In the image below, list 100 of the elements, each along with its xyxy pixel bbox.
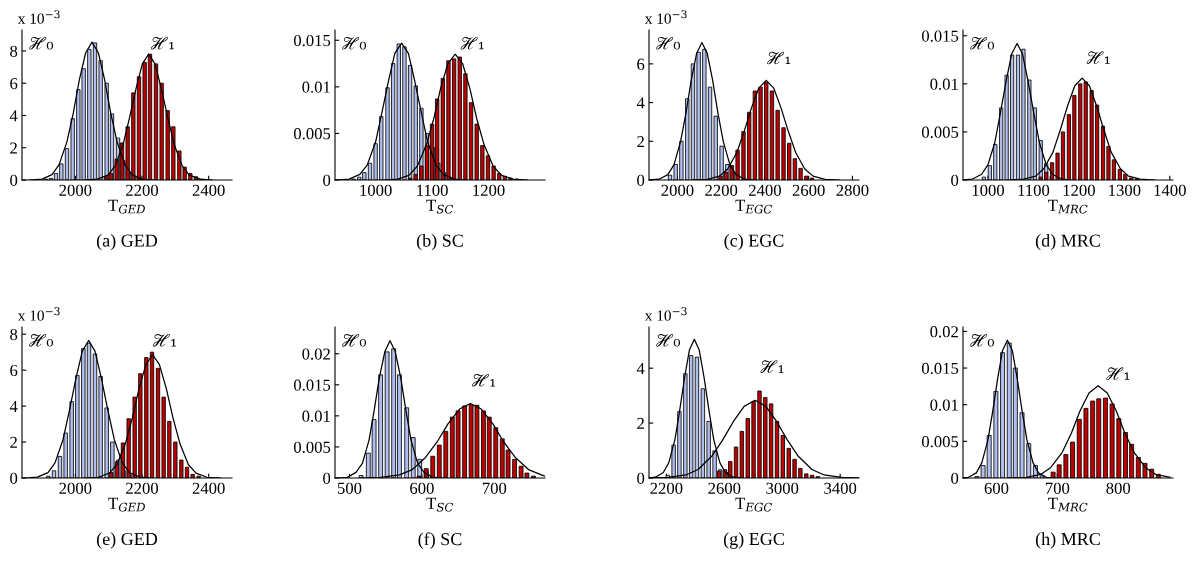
y-tick-label: 0.005 bbox=[293, 128, 331, 140]
x-tick-label: 800 bbox=[1106, 482, 1131, 494]
text: (g) EGC bbox=[723, 532, 784, 549]
y-tick-label: 4 bbox=[636, 362, 645, 374]
y-tick-label: 0 bbox=[323, 174, 331, 186]
series-label: ℋ₁ bbox=[1086, 51, 1110, 64]
y-tick-label: 0.01 bbox=[302, 81, 330, 93]
x-tick-label: 500 bbox=[337, 482, 362, 494]
series-label: ℋ₀ bbox=[656, 333, 681, 347]
series-label: ℋ₁ bbox=[760, 360, 784, 373]
x-tick-label: 1100 bbox=[1018, 184, 1050, 196]
x-tick-label: 2800 bbox=[836, 184, 869, 196]
x-axis-title: T$_{EGC}$ bbox=[735, 199, 773, 214]
y-tick-label: 0.01 bbox=[930, 399, 958, 411]
series-label: ℋ₁ bbox=[152, 333, 176, 347]
series-label: ℋ₀ bbox=[342, 333, 367, 347]
x-tick-label: 2200 bbox=[126, 184, 159, 196]
y-tick-label: 0 bbox=[637, 472, 645, 484]
x-tick-label: 3000 bbox=[766, 482, 799, 494]
x-axis-title: T$_{GED}$ bbox=[108, 497, 145, 512]
x-tick-label: 2600 bbox=[792, 184, 825, 196]
x-tick-label: 2200 bbox=[650, 482, 683, 494]
x-tick-label: 1200 bbox=[1063, 184, 1095, 196]
y-tick-label: 0.01 bbox=[930, 78, 958, 90]
series-label: ℋ₁ bbox=[767, 51, 791, 65]
x-axis-title: T$_{EGC}$ bbox=[735, 497, 773, 512]
y-tick-label: 0.015 bbox=[293, 379, 331, 391]
series-label: ℋ₁ bbox=[472, 373, 495, 387]
y-tick-label: 2 bbox=[637, 417, 644, 429]
series-label: ℋ₀ bbox=[970, 36, 995, 50]
y-tick-label: 0.005 bbox=[293, 441, 331, 453]
y-tick-label: 0.01 bbox=[302, 410, 330, 422]
x-axis-title: T$_{GED}$ bbox=[108, 199, 145, 214]
x-tick-label: 2000 bbox=[661, 184, 694, 196]
y-tick-label: 0 bbox=[10, 174, 18, 186]
x-tick-label: 1100 bbox=[417, 184, 448, 196]
y-tick-label: 0 bbox=[323, 472, 331, 484]
text: (b) SC bbox=[416, 234, 463, 251]
y-tick-label: 0.005 bbox=[921, 436, 959, 448]
x-tick-label: 2000 bbox=[59, 482, 92, 494]
series-label: ℋ₀ bbox=[29, 36, 54, 50]
x-tick-label: 2400 bbox=[192, 184, 225, 196]
series-label: ℋ₀ bbox=[29, 333, 54, 347]
series-label: ℋ₀ bbox=[342, 36, 367, 50]
x-tick-label: 2200 bbox=[126, 482, 159, 494]
x-tick-label: 1000 bbox=[972, 184, 1005, 196]
series-label: ℋ₁ bbox=[150, 36, 174, 50]
y-tick-label: 2 bbox=[10, 142, 17, 154]
series-label: ℋ₁ bbox=[460, 36, 484, 50]
y-tick-label: 6 bbox=[637, 58, 645, 70]
x-tick-label: 2600 bbox=[708, 482, 741, 494]
y-tick-label: 0.015 bbox=[921, 362, 959, 375]
text: (c) EGC bbox=[724, 234, 784, 251]
y-tick-label: 8 bbox=[10, 45, 18, 57]
text: (f) SC bbox=[418, 532, 462, 549]
y-tick-label: 0.005 bbox=[921, 126, 959, 138]
y-tick-label: 2 bbox=[10, 436, 17, 448]
text: (e) GED bbox=[96, 532, 158, 549]
y-tick-label: 0.015 bbox=[921, 30, 959, 42]
y-tick-label: 0.02 bbox=[930, 326, 958, 338]
y-tick-label: 8 bbox=[10, 328, 18, 341]
series-label: ℋ₀ bbox=[656, 36, 681, 50]
series-label: ℋ₀ bbox=[970, 333, 995, 347]
text: (d) MRC bbox=[1035, 234, 1100, 251]
x-axis-title: T$_{SC}$ bbox=[426, 497, 454, 512]
x-tick-label: 700 bbox=[1045, 482, 1070, 494]
x-tick-label: 3400 bbox=[824, 482, 857, 494]
x-tick-label: 600 bbox=[984, 482, 1009, 494]
x-axis-title: T$_{SC}$ bbox=[426, 199, 454, 214]
text: x 10$^{−3}$ bbox=[17, 307, 60, 321]
y-tick-label: 4 bbox=[9, 110, 18, 122]
x-tick-label: 1400 bbox=[1154, 184, 1186, 196]
x-tick-label: 1000 bbox=[360, 184, 392, 196]
x-tick-label: 2000 bbox=[59, 184, 92, 196]
text: x 10$^{−3}$ bbox=[17, 10, 60, 24]
y-tick-label: 4 bbox=[636, 97, 645, 109]
y-tick-label: 4 bbox=[9, 400, 18, 412]
series-label: ℋ₁ bbox=[1106, 367, 1130, 381]
y-tick-label: 0 bbox=[10, 472, 18, 484]
y-tick-label: 0 bbox=[951, 472, 959, 484]
x-tick-label: 1300 bbox=[1109, 184, 1141, 196]
text: (h) MRC bbox=[1035, 532, 1100, 549]
x-tick-label: 700 bbox=[482, 482, 507, 494]
y-tick-label: 6 bbox=[10, 364, 18, 377]
y-tick-label: 0.015 bbox=[293, 34, 331, 47]
text: (a) GED bbox=[96, 234, 158, 251]
y-tick-label: 6 bbox=[10, 77, 18, 90]
x-tick-label: 1200 bbox=[473, 184, 505, 196]
y-tick-label: 2 bbox=[637, 136, 644, 148]
x-axis-title: T$_{MRC}$ bbox=[1048, 199, 1088, 214]
x-tick-label: 600 bbox=[410, 482, 434, 494]
x-axis-title: T$_{MRC}$ bbox=[1048, 497, 1088, 512]
text: x 10$^{−3}$ bbox=[644, 307, 687, 321]
x-tick-label: 2200 bbox=[705, 184, 738, 196]
y-tick-label: 0.02 bbox=[302, 348, 330, 360]
text: x 10$^{−3}$ bbox=[644, 10, 687, 24]
y-tick-label: 0 bbox=[951, 174, 959, 186]
x-tick-label: 2400 bbox=[749, 184, 781, 196]
x-tick-label: 2400 bbox=[192, 482, 225, 494]
y-tick-label: 0 bbox=[637, 174, 645, 186]
